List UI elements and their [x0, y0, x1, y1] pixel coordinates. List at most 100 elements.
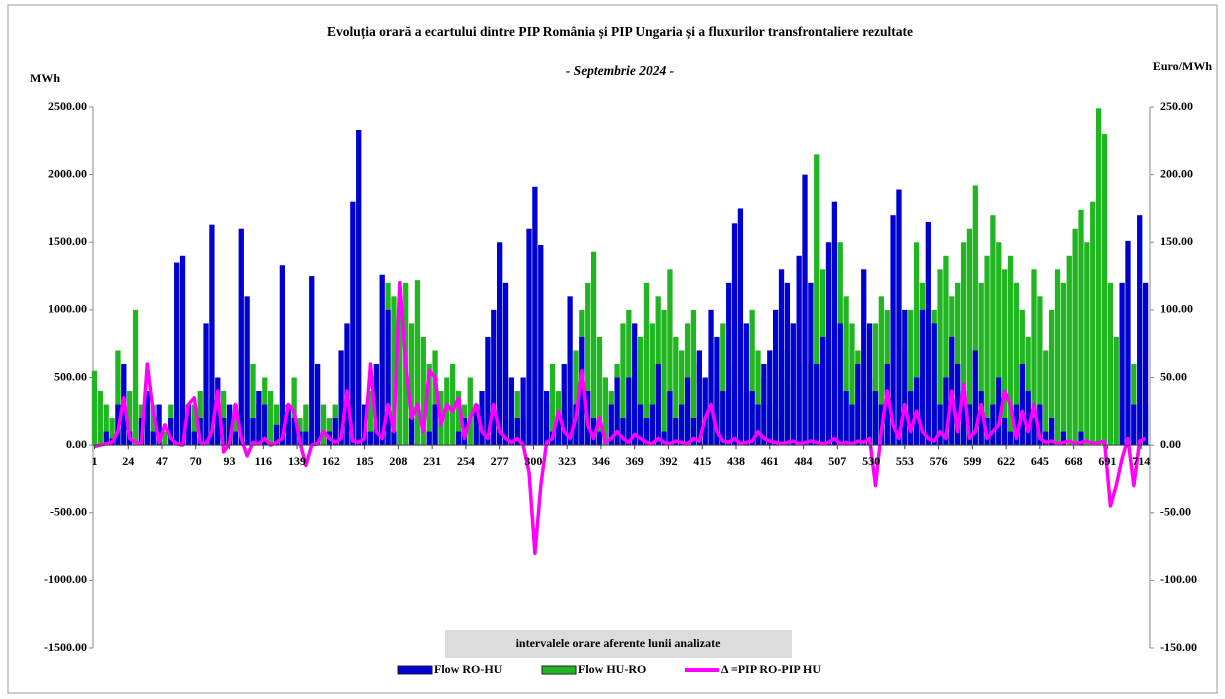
bar: [491, 309, 497, 446]
bar: [849, 323, 855, 446]
bar: [661, 431, 667, 446]
bar: [849, 404, 855, 446]
bar: [156, 404, 162, 446]
bar: [755, 350, 761, 446]
bar: [679, 350, 685, 446]
bar: [150, 404, 156, 446]
bar: [720, 391, 726, 446]
bar: [972, 350, 978, 446]
bar: [943, 377, 949, 446]
bar: [303, 404, 309, 446]
bar: [232, 431, 239, 446]
bar: [1095, 108, 1102, 446]
bar: [373, 363, 379, 446]
bar: [590, 418, 597, 446]
bar: [579, 336, 585, 446]
x-tick-label: 254: [457, 454, 475, 468]
bar: [743, 323, 749, 446]
bar: [620, 323, 626, 446]
bar: [549, 363, 556, 446]
bar: [103, 404, 109, 446]
bar: [643, 282, 650, 446]
bar: [191, 404, 197, 446]
bar: [990, 404, 996, 446]
bar: [937, 404, 943, 446]
x-tick-label: 461: [761, 454, 779, 468]
bar: [162, 431, 168, 446]
bar: [585, 282, 591, 446]
chart-title: Evoluția orară a ecartului dintre PIP Ro…: [327, 24, 913, 39]
bar: [1060, 282, 1067, 446]
bar: [690, 418, 697, 446]
bar: [1060, 431, 1067, 446]
bar: [637, 404, 644, 446]
bar: [960, 242, 967, 446]
bar: [309, 276, 315, 446]
bar: [1031, 269, 1037, 446]
bar: [232, 404, 239, 446]
bar: [526, 228, 532, 446]
bar: [221, 418, 227, 446]
bar: [925, 221, 931, 446]
bar: [731, 223, 738, 446]
bar: [626, 377, 632, 446]
bar: [872, 391, 879, 446]
annotation-box: [445, 630, 792, 658]
bar: [990, 215, 996, 446]
bar: [238, 228, 244, 446]
bar: [1013, 404, 1020, 446]
bar: [831, 201, 838, 446]
bar: [790, 323, 796, 446]
bar: [996, 377, 1002, 446]
bar: [356, 129, 362, 446]
bar: [338, 350, 344, 446]
annotation: intervalele orare aferente lunii analiza…: [516, 636, 722, 650]
bar: [620, 418, 626, 446]
bar: [215, 377, 221, 446]
legend-label: Flow HU-RO: [578, 662, 646, 676]
x-tick-label: 139: [288, 454, 306, 468]
x-tick-label: 162: [322, 454, 340, 468]
bar: [913, 242, 920, 446]
x-tick-label: 553: [896, 454, 914, 468]
bar: [391, 431, 397, 446]
bar: [432, 350, 438, 446]
bar: [902, 309, 908, 446]
bar: [761, 363, 767, 446]
bar: [250, 418, 256, 446]
bar: [802, 174, 808, 446]
bar: [661, 309, 667, 446]
y-tick-label: 2000.00: [48, 166, 87, 180]
y-axis-label: MWh: [30, 71, 60, 85]
bar: [150, 431, 156, 446]
bar: [702, 377, 708, 446]
bar: [708, 309, 714, 446]
bar: [673, 418, 679, 446]
bar: [819, 336, 826, 446]
y-tick-label: 2500.00: [48, 99, 87, 113]
x-tick-label: 185: [356, 454, 374, 468]
bar: [1101, 134, 1108, 446]
bar: [596, 431, 603, 446]
bar: [855, 363, 861, 446]
bar: [450, 363, 456, 446]
bar: [843, 296, 849, 446]
bar: [256, 391, 262, 446]
y2-tick-label: 150.00: [1160, 234, 1193, 248]
bar: [203, 323, 209, 446]
bar: [520, 377, 526, 446]
bar: [637, 336, 644, 446]
bar: [1066, 255, 1072, 446]
bar: [532, 186, 538, 446]
bar: [872, 323, 879, 446]
x-tick-label: 346: [592, 454, 610, 468]
bar: [978, 391, 984, 446]
bar: [1007, 255, 1014, 446]
x-tick-label: 208: [389, 454, 407, 468]
bar: [467, 377, 473, 446]
bar: [432, 404, 438, 446]
bar: [455, 391, 462, 446]
bar: [397, 309, 403, 446]
y-tick-label: 500.00: [54, 369, 87, 383]
